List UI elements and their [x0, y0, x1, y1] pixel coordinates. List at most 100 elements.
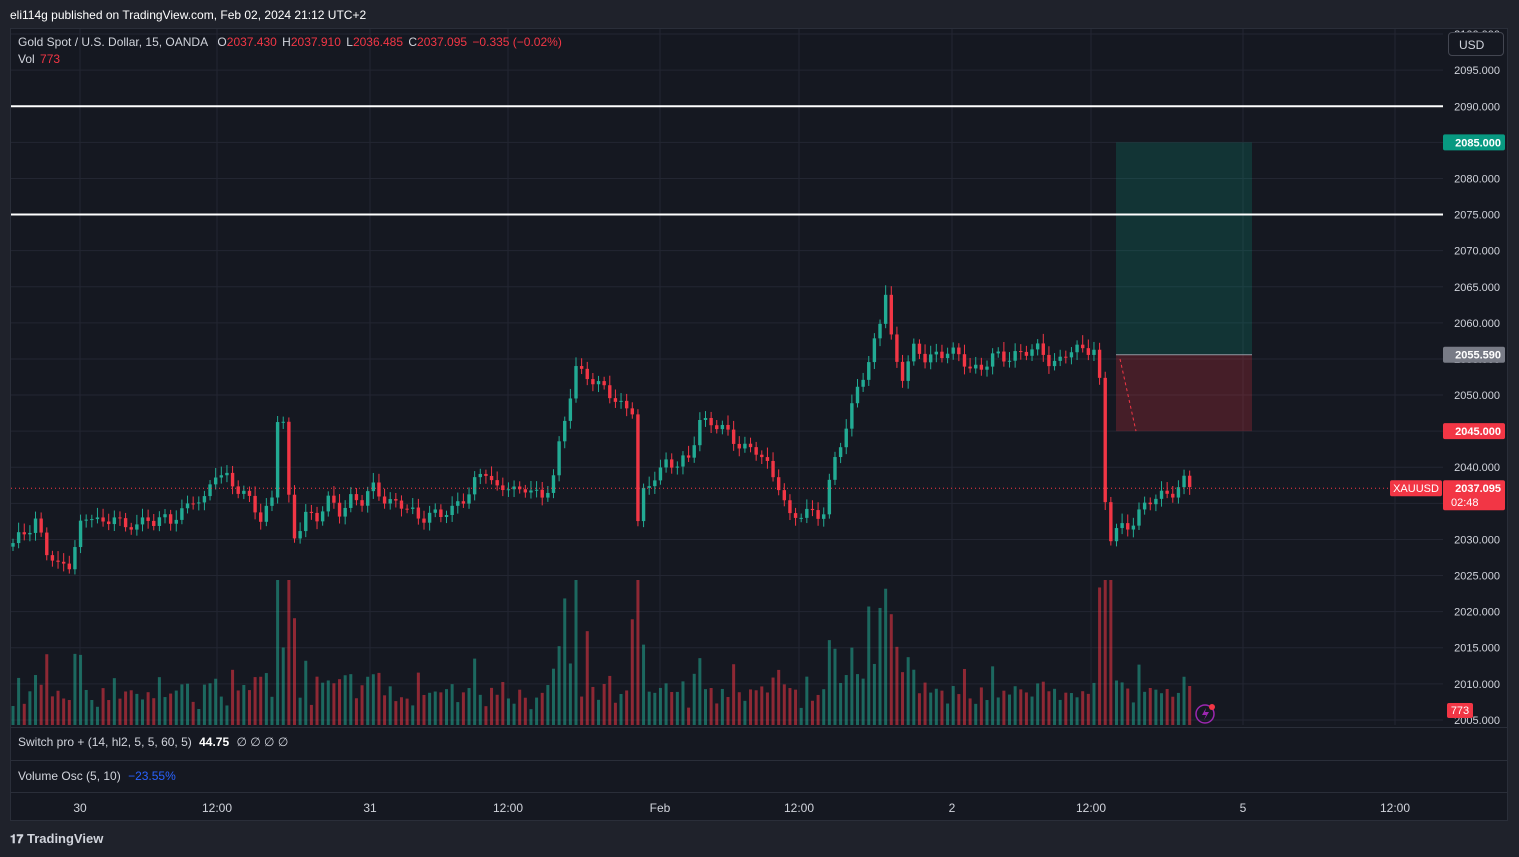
candle-body	[647, 486, 651, 488]
candle-body	[163, 514, 167, 518]
volume-bar	[11, 706, 15, 725]
volume-tag: 773	[1451, 705, 1469, 717]
volume-bar	[371, 674, 375, 725]
volume-bar	[62, 698, 66, 725]
volume-bar	[276, 580, 280, 725]
candle-body	[129, 527, 133, 530]
volume-bar	[1092, 682, 1096, 725]
volume-bar	[191, 701, 195, 725]
candle-body	[1187, 475, 1192, 488]
candle-body	[653, 480, 657, 487]
volume-bar	[827, 640, 831, 725]
volume-bar	[107, 700, 111, 725]
candle-body	[489, 475, 494, 481]
pane-separator[interactable]	[10, 760, 1508, 761]
candle-body	[16, 532, 21, 544]
candle-body	[90, 519, 94, 521]
volume-bar	[1041, 681, 1045, 725]
time-axis-label: 12:00	[784, 801, 814, 815]
volume-bar	[315, 676, 319, 725]
volume-label[interactable]: Vol	[18, 52, 35, 66]
pane-separator[interactable]	[10, 727, 1508, 728]
volume-bar	[1188, 686, 1192, 725]
volume-bar	[174, 690, 178, 725]
volume-bar	[861, 678, 865, 725]
candle-body	[506, 489, 511, 491]
volume-bar	[90, 699, 94, 725]
candle-body	[495, 480, 499, 486]
candle-body	[743, 443, 747, 449]
volume-bar	[377, 672, 381, 725]
publisher-caption: eli114g published on TradingView.com, Fe…	[10, 8, 367, 22]
candle-body	[168, 514, 173, 524]
candle-body	[287, 421, 291, 495]
candle-body	[275, 422, 280, 498]
candle-body	[394, 499, 398, 501]
candle-body	[1013, 351, 1017, 361]
volume-bar	[163, 697, 167, 725]
volume-bar	[917, 693, 921, 725]
candle-body	[365, 491, 370, 506]
volume-bar	[551, 668, 555, 725]
volume-bar	[152, 698, 156, 725]
candle-body	[1041, 343, 1045, 355]
volume-bar	[1137, 664, 1141, 725]
candle-body	[1047, 354, 1051, 367]
volume-bar	[388, 686, 392, 725]
volume-bar	[518, 689, 522, 725]
candle-body	[579, 366, 584, 369]
candle-body	[416, 507, 421, 519]
volume-bar	[270, 696, 274, 725]
position-target-zone	[1116, 142, 1252, 355]
time-axis-label: 30	[73, 801, 87, 815]
candle-body	[84, 519, 88, 521]
candle-body	[1019, 351, 1023, 353]
volume-bar	[608, 675, 612, 725]
candle-body	[337, 502, 342, 517]
candle-body	[1002, 351, 1006, 362]
price-axis-label: 2070.000	[1454, 246, 1500, 258]
candle-body	[968, 366, 972, 369]
candle-body	[1182, 475, 1186, 488]
volume-bar	[186, 683, 190, 725]
volume-bar	[850, 647, 854, 725]
candle-body	[934, 351, 939, 355]
candle-body	[73, 547, 77, 570]
volume-bar	[242, 685, 246, 725]
switch-indicator-legend[interactable]: Switch pro + (14, hl2, 5, 5, 60, 5) 44.7…	[18, 735, 288, 749]
lightning-icon	[1195, 704, 1215, 724]
candle-body	[292, 494, 297, 539]
symbol-title[interactable]: Gold Spot / U.S. Dollar, 15, OANDA	[18, 35, 209, 49]
volume-tag-bg	[1447, 703, 1473, 718]
volume-bar	[1160, 693, 1164, 725]
high-value: 2037.910	[290, 35, 341, 49]
candle-body	[1171, 493, 1175, 498]
volume-bar	[1098, 587, 1102, 725]
volume-bar	[563, 598, 567, 725]
volume-bar	[968, 698, 972, 725]
volume-bar	[985, 700, 989, 725]
candle-body	[686, 455, 691, 458]
candle-body	[1103, 377, 1107, 503]
open-label: O	[217, 35, 227, 49]
volume-osc-legend[interactable]: Volume Osc (5, 10) −23.55%	[18, 769, 176, 783]
volume-bar	[45, 654, 49, 725]
volume-bar	[259, 676, 263, 725]
volume-bar	[338, 679, 342, 725]
tradingview-logo[interactable]: 𝟏𝟕 TradingView	[10, 831, 103, 847]
candle-body	[101, 517, 105, 522]
currency-button[interactable]: USD	[1448, 32, 1504, 56]
volume-bar	[1008, 694, 1012, 725]
candle-body	[1114, 528, 1119, 542]
volume-bar	[405, 698, 409, 725]
candle-body	[1165, 490, 1169, 494]
projection-arrow	[1119, 358, 1137, 432]
candle-body	[320, 511, 325, 522]
volume-bar	[169, 693, 173, 725]
volume-bar	[946, 703, 950, 725]
candle-body	[658, 467, 663, 481]
notification-dot-icon	[1209, 704, 1215, 710]
volume-bar	[962, 668, 966, 725]
candle-body	[788, 500, 792, 514]
